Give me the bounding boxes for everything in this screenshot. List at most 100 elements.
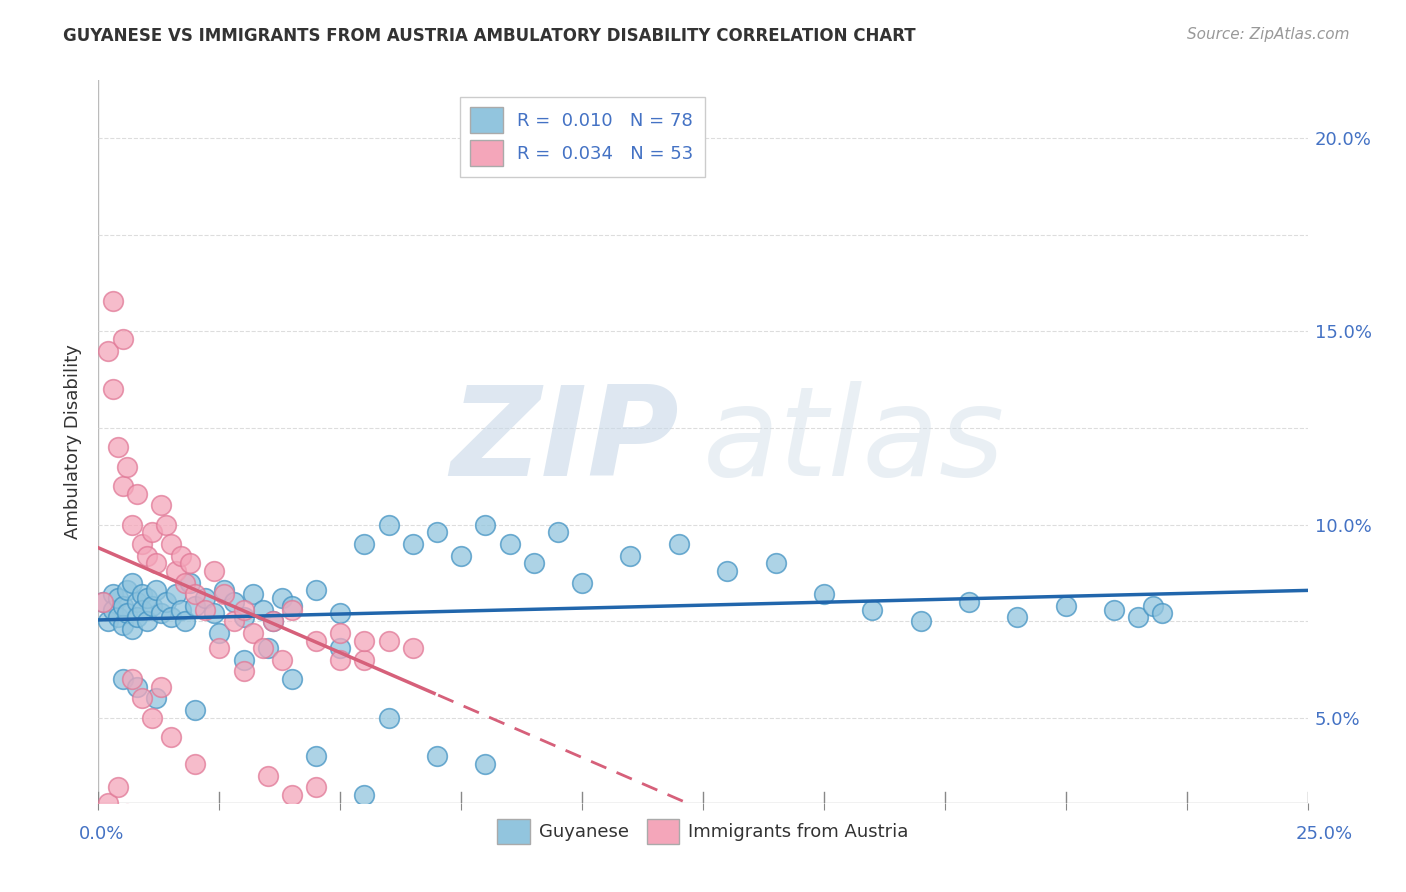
Point (111, 332, 134, 346)
Point (145, 691, 167, 706)
Point (1142, 599, 1164, 613)
Point (957, 595, 980, 609)
Point (204, 607, 226, 621)
Point (353, 653, 375, 667)
Point (716, 564, 738, 578)
Point (97, 343, 120, 358)
Point (194, 602, 217, 616)
Point (329, 625, 352, 640)
Point (117, 583, 139, 598)
Point (252, 602, 274, 616)
Point (377, 711, 399, 725)
Point (860, 602, 883, 616)
Point (474, 517, 496, 532)
Point (402, 537, 425, 551)
Point (474, 757, 496, 772)
Point (281, 599, 304, 613)
Point (262, 614, 284, 628)
Point (121, 575, 143, 590)
Point (377, 633, 399, 648)
Point (523, 556, 546, 570)
Point (107, 610, 129, 624)
Point (155, 595, 177, 609)
Point (256, 641, 278, 656)
Point (426, 749, 449, 764)
Text: atlas: atlas (703, 381, 1005, 502)
Point (242, 587, 264, 601)
Point (813, 587, 835, 601)
Point (111, 599, 134, 613)
Point (127, 610, 149, 624)
Point (377, 517, 399, 532)
Point (305, 633, 328, 648)
Point (101, 587, 124, 601)
Point (111, 672, 134, 686)
Point (160, 537, 183, 551)
Point (131, 587, 153, 601)
Point (329, 641, 352, 656)
Point (121, 622, 143, 636)
Point (111, 618, 134, 632)
Point (107, 780, 129, 795)
Point (160, 730, 183, 744)
Point (242, 625, 264, 640)
Point (107, 440, 129, 454)
Point (222, 614, 245, 628)
Point (101, 602, 124, 616)
Point (1054, 599, 1077, 613)
Point (131, 691, 153, 706)
Text: ZIP: ZIP (450, 381, 679, 502)
Point (305, 780, 328, 795)
Point (127, 680, 149, 694)
Point (127, 595, 149, 609)
Point (97, 614, 120, 628)
Point (305, 583, 328, 598)
Point (135, 549, 157, 563)
Point (281, 788, 304, 802)
Point (141, 711, 163, 725)
Point (160, 610, 183, 624)
Point (150, 498, 173, 512)
Point (1007, 610, 1029, 624)
Point (145, 556, 167, 570)
Text: Source: ZipAtlas.com: Source: ZipAtlas.com (1187, 27, 1350, 42)
Point (271, 591, 294, 605)
Point (141, 525, 163, 540)
Point (101, 383, 124, 397)
Point (135, 591, 157, 605)
Point (184, 703, 207, 717)
Text: 25.0%: 25.0% (1296, 825, 1353, 843)
Y-axis label: Ambulatory Disability: Ambulatory Disability (65, 344, 83, 539)
Point (179, 575, 201, 590)
Point (1152, 607, 1174, 621)
Point (212, 583, 235, 598)
Point (305, 749, 328, 764)
Point (271, 653, 294, 667)
Point (141, 599, 163, 613)
Point (402, 641, 425, 656)
Point (165, 564, 187, 578)
Point (150, 680, 173, 694)
Point (765, 556, 787, 570)
Point (252, 641, 274, 656)
Point (1128, 610, 1150, 624)
Point (111, 479, 134, 493)
Point (117, 459, 139, 474)
Point (232, 602, 254, 616)
Point (174, 614, 197, 628)
Point (194, 591, 217, 605)
Point (547, 525, 569, 540)
Point (256, 769, 278, 783)
Point (910, 614, 932, 628)
Point (281, 602, 304, 616)
Point (353, 537, 375, 551)
Point (232, 610, 254, 624)
Point (169, 549, 191, 563)
Point (117, 607, 139, 621)
Point (329, 653, 352, 667)
Text: 0.0%: 0.0% (79, 825, 124, 843)
Point (101, 293, 124, 308)
Point (668, 537, 690, 551)
Point (169, 602, 191, 616)
Point (262, 614, 284, 628)
